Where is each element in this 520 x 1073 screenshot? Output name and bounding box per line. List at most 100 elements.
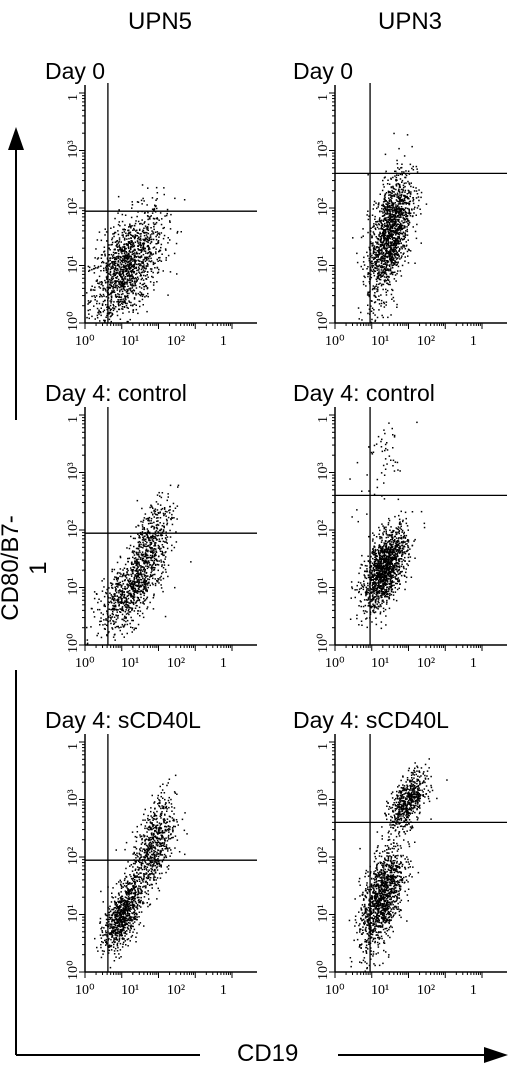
event-dot bbox=[147, 295, 149, 298]
event-dot bbox=[132, 250, 135, 252]
event-dot bbox=[391, 265, 393, 267]
event-dot bbox=[380, 238, 382, 241]
event-dot bbox=[105, 618, 107, 620]
event-dot bbox=[384, 572, 386, 575]
event-dot bbox=[391, 235, 393, 237]
event-dot bbox=[388, 281, 391, 283]
event-dot bbox=[133, 265, 136, 268]
event-dot bbox=[121, 278, 123, 281]
event-dot bbox=[104, 234, 106, 236]
event-dot bbox=[403, 533, 405, 535]
event-dot bbox=[381, 275, 383, 277]
event-dot bbox=[415, 187, 417, 189]
event-dot bbox=[149, 554, 152, 557]
event-dot bbox=[397, 194, 399, 196]
event-dot bbox=[159, 522, 161, 524]
event-dot bbox=[376, 253, 378, 256]
event-dot bbox=[388, 223, 391, 226]
event-dot bbox=[121, 613, 124, 616]
event-dot bbox=[379, 193, 381, 195]
event-dot bbox=[136, 553, 138, 556]
event-dot bbox=[116, 268, 119, 270]
event-dot bbox=[146, 596, 149, 598]
event-dot bbox=[143, 566, 145, 569]
event-dot bbox=[414, 262, 416, 264]
event-dot bbox=[154, 553, 157, 555]
event-dot bbox=[133, 590, 136, 592]
event-dot bbox=[162, 227, 164, 230]
event-dot bbox=[420, 242, 422, 244]
event-dot bbox=[143, 561, 146, 563]
event-dot bbox=[139, 243, 141, 245]
event-dot bbox=[149, 584, 151, 587]
event-dot bbox=[401, 239, 404, 241]
event-dot bbox=[140, 533, 142, 535]
event-dot bbox=[401, 191, 404, 193]
event-dot bbox=[150, 559, 152, 561]
event-dot bbox=[143, 266, 145, 268]
event-dot bbox=[388, 228, 390, 231]
event-dot bbox=[111, 628, 114, 630]
event-dot bbox=[403, 252, 405, 254]
event-dot bbox=[382, 223, 384, 226]
event-dot bbox=[139, 541, 142, 544]
event-dot bbox=[399, 214, 402, 217]
event-dot bbox=[124, 285, 126, 288]
event-dot bbox=[388, 268, 390, 270]
event-dot bbox=[156, 267, 159, 269]
event-dot bbox=[112, 604, 114, 607]
event-dot bbox=[134, 255, 136, 257]
event-dot bbox=[142, 244, 145, 246]
event-dot bbox=[160, 534, 162, 537]
event-dot bbox=[146, 215, 149, 217]
event-dot bbox=[382, 212, 384, 214]
event-dot bbox=[137, 211, 139, 213]
event-dot bbox=[165, 537, 167, 539]
event-dot bbox=[156, 535, 158, 537]
event-dot bbox=[391, 203, 394, 205]
event-dot bbox=[122, 266, 124, 268]
event-dot bbox=[402, 209, 405, 212]
event-dot bbox=[367, 599, 369, 601]
event-dot bbox=[376, 224, 378, 226]
event-dot bbox=[376, 280, 378, 282]
event-dot bbox=[160, 579, 162, 581]
event-dot bbox=[159, 259, 161, 262]
event-dot bbox=[120, 288, 123, 291]
event-dot bbox=[372, 285, 375, 287]
event-dot bbox=[110, 608, 112, 611]
event-dot bbox=[394, 558, 396, 560]
event-dot bbox=[390, 201, 393, 203]
event-dot bbox=[137, 245, 139, 247]
event-dot bbox=[158, 538, 161, 540]
event-dot bbox=[125, 243, 128, 245]
event-dot bbox=[127, 275, 129, 277]
event-dot bbox=[111, 602, 113, 604]
event-dot bbox=[150, 257, 152, 260]
event-dot bbox=[372, 265, 375, 267]
event-dot bbox=[379, 568, 382, 570]
event-dot bbox=[100, 636, 103, 639]
event-dot bbox=[158, 257, 160, 259]
event-dot bbox=[117, 598, 120, 600]
event-dot bbox=[143, 282, 146, 285]
event-dot bbox=[397, 265, 400, 268]
event-dot bbox=[173, 517, 175, 519]
event-dot bbox=[135, 278, 137, 280]
event-dot bbox=[109, 601, 111, 604]
event-dot bbox=[121, 213, 124, 216]
event-dot bbox=[132, 266, 135, 268]
event-dot bbox=[387, 541, 389, 543]
event-dot bbox=[391, 195, 393, 197]
event-dot bbox=[383, 205, 385, 207]
event-dot bbox=[148, 246, 150, 249]
event-dot bbox=[381, 249, 383, 252]
event-dot bbox=[132, 601, 135, 604]
event-dot bbox=[404, 232, 406, 234]
event-dot bbox=[124, 295, 126, 297]
event-dot bbox=[150, 574, 152, 577]
event-dot bbox=[371, 254, 373, 257]
event-dot bbox=[126, 583, 129, 585]
event-dot bbox=[397, 240, 400, 243]
